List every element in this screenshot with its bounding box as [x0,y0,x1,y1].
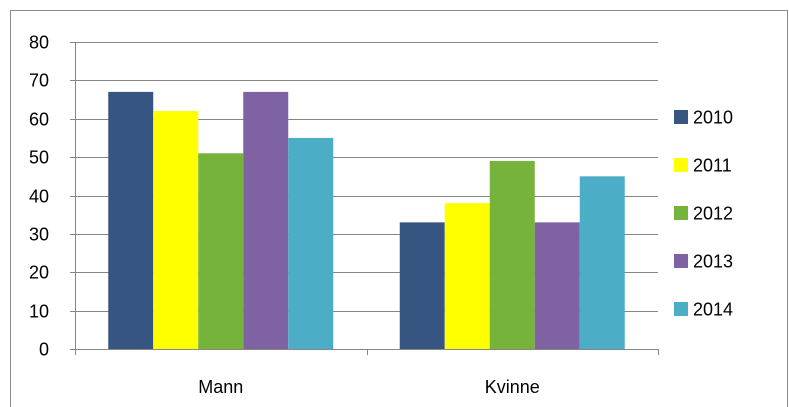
y-tick-label: 10 [29,302,49,322]
bars [108,91,625,349]
y-tick-label: 40 [29,187,49,207]
bar-2010-mann [108,91,154,349]
axes [70,42,659,355]
legend-swatch-2014 [674,302,688,316]
legend-label-2013: 2013 [693,252,733,272]
legend-swatch-2011 [674,158,688,172]
legend-label-2010: 2010 [693,108,733,128]
bar-2010-kvinne [399,222,445,349]
legend-label-2014: 2014 [693,300,733,320]
bar-2013-kvinne [534,222,580,349]
legend-label-2011: 2011 [693,156,732,176]
bar-2012-mann [198,153,244,349]
bar-2011-mann [153,111,199,349]
x-category-labels: Mann Kvinne [198,377,540,397]
bar-2013-mann [243,91,289,349]
y-tick-label: 50 [29,148,49,168]
bar-2014-kvinne [579,176,625,349]
y-tick-label: 30 [29,225,49,245]
x-category-label: Kvinne [485,377,540,397]
legend-swatch-2013 [674,254,688,268]
legend-swatch-2012 [674,206,688,220]
legend-label-2012: 2012 [693,204,733,224]
y-tick-label: 0 [39,340,49,360]
x-category-label: Mann [198,377,243,397]
y-tick-label: 70 [29,71,49,91]
y-tick-label: 20 [29,263,49,283]
y-tick-label: 80 [29,33,49,53]
y-tick-labels: 0 10 20 30 40 50 60 70 80 [29,33,49,360]
bar-2012-kvinne [489,160,535,349]
y-tick-label: 60 [29,110,49,130]
bar-2014-mann [288,137,334,349]
legend-swatch-2010 [674,110,688,124]
legend: 2010 2011 2012 2013 2014 [674,108,733,320]
bar-2011-kvinne [444,203,490,349]
